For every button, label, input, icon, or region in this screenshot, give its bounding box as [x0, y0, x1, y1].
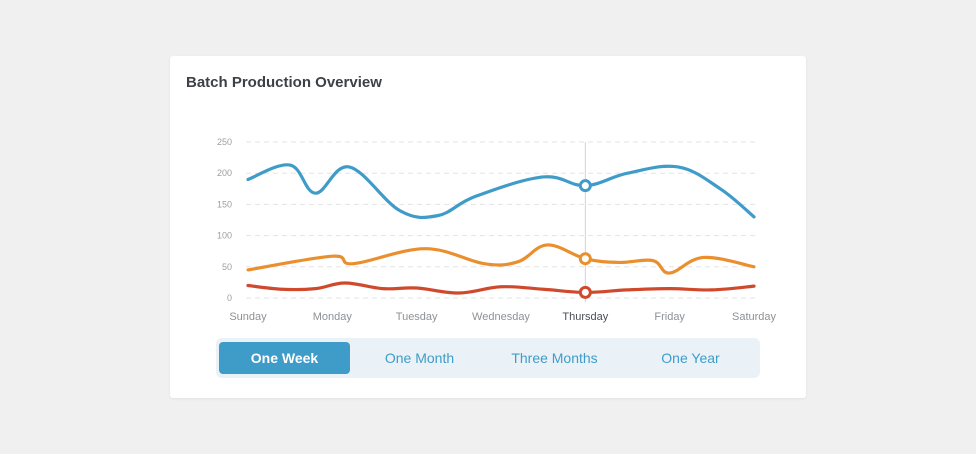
x-tick-label: Saturday: [732, 311, 777, 323]
y-tick-label: 100: [217, 231, 232, 241]
y-tick-label: 150: [217, 199, 232, 209]
y-tick-label: 200: [217, 168, 232, 178]
series-marker-3: [578, 285, 592, 299]
x-tick-label: Friday: [654, 311, 685, 323]
range-button-one-month[interactable]: One Month: [384, 350, 455, 366]
range-button-one-year[interactable]: One Year: [661, 350, 720, 366]
x-tick-label: Sunday: [229, 311, 267, 323]
chart-card: Batch Production Overview 0 50 100 150 200 25…: [170, 56, 806, 398]
line-chart: 0 50 100 150 200 250 Sunday Monday Tuesday Wednes…: [217, 137, 777, 323]
series-marker-2: [578, 252, 592, 266]
series-line-2: [246, 243, 756, 275]
y-tick-label: 0: [227, 293, 232, 303]
series-line-3: [246, 281, 756, 295]
time-range-selector: One Week One Month Three Months One Year: [216, 338, 760, 378]
x-tick-label: Monday: [313, 311, 353, 323]
y-tick-label: 50: [222, 262, 232, 272]
y-tick-label: 250: [217, 137, 232, 147]
x-tick-label: Tuesday: [396, 311, 438, 323]
chart-title: Batch Production Overview: [186, 74, 382, 91]
x-tick-label: Wednesday: [472, 311, 530, 323]
series-marker-1: [578, 179, 592, 193]
range-button-one-week[interactable]: One Week: [219, 342, 350, 374]
series-line-1: [246, 163, 756, 220]
x-tick-label: Thursday: [562, 311, 608, 323]
range-button-three-months[interactable]: Three Months: [511, 350, 598, 366]
